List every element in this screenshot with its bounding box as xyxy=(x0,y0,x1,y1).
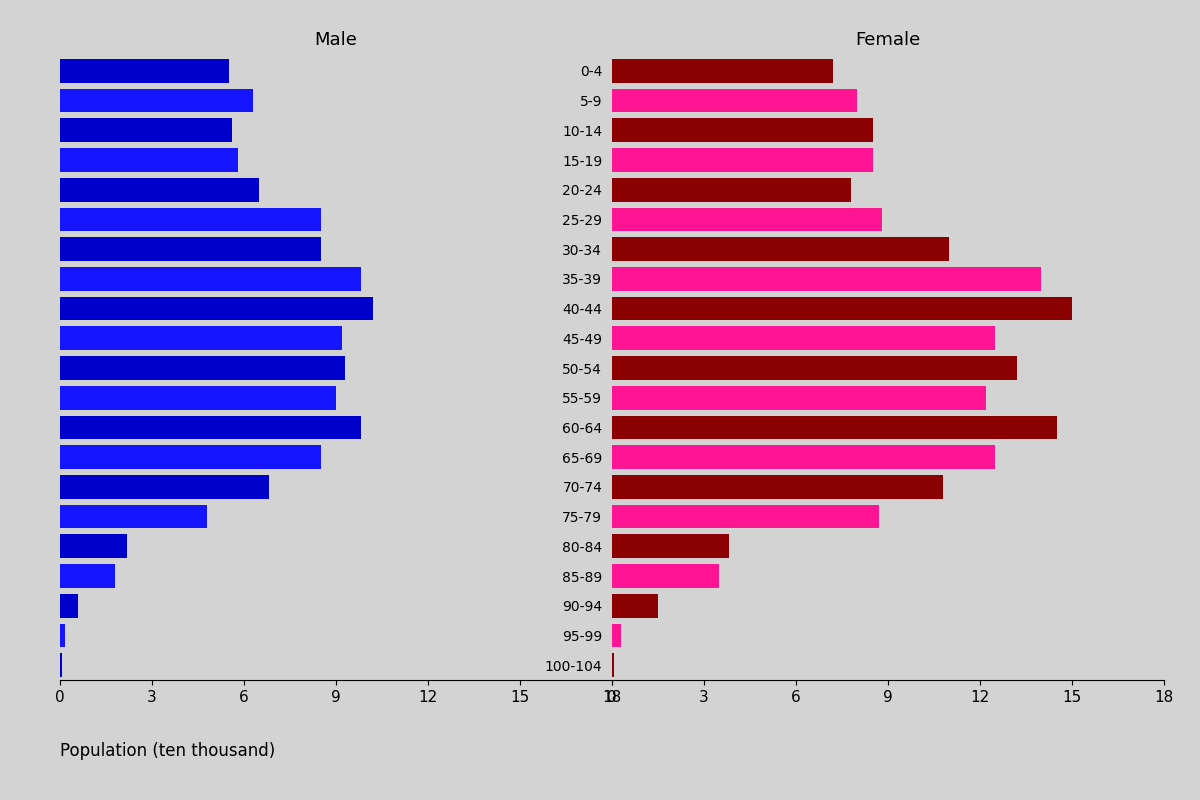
Bar xyxy=(60,594,78,618)
Bar xyxy=(612,446,995,469)
Title: Female: Female xyxy=(856,31,920,49)
Bar xyxy=(612,654,613,677)
Bar xyxy=(60,475,269,498)
Bar xyxy=(612,207,882,231)
Bar xyxy=(612,534,728,558)
Bar xyxy=(612,89,857,113)
Bar xyxy=(60,564,115,588)
Bar xyxy=(612,564,719,588)
Bar xyxy=(60,326,342,350)
Title: Male: Male xyxy=(314,31,358,49)
Bar xyxy=(60,178,259,202)
Text: Population (ten thousand): Population (ten thousand) xyxy=(60,742,275,760)
Bar xyxy=(60,446,320,469)
Bar xyxy=(60,267,360,290)
Bar xyxy=(612,178,851,202)
Bar xyxy=(60,238,320,261)
Bar xyxy=(612,297,1072,321)
Bar xyxy=(612,326,995,350)
Bar xyxy=(612,594,658,618)
Bar xyxy=(612,148,872,172)
Bar xyxy=(60,623,65,647)
Bar xyxy=(60,297,373,321)
Bar xyxy=(60,534,127,558)
Bar xyxy=(612,505,878,529)
Bar xyxy=(60,59,229,82)
Bar xyxy=(60,386,336,410)
Bar xyxy=(612,356,1016,380)
Bar xyxy=(60,356,346,380)
Bar xyxy=(612,118,872,142)
Bar xyxy=(60,118,232,142)
Bar xyxy=(60,207,320,231)
Bar xyxy=(60,89,253,113)
Bar xyxy=(612,623,622,647)
Bar xyxy=(612,267,1042,290)
Bar xyxy=(60,654,61,677)
Bar xyxy=(612,238,949,261)
Bar xyxy=(60,505,208,529)
Bar xyxy=(612,415,1057,439)
Bar xyxy=(612,386,986,410)
Bar xyxy=(612,59,833,82)
Bar xyxy=(60,415,360,439)
Bar xyxy=(612,475,943,498)
Bar xyxy=(60,148,238,172)
